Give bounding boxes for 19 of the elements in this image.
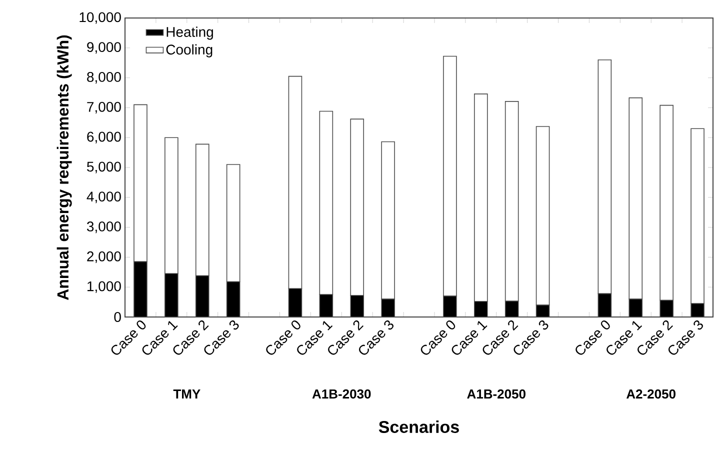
y-tick-label: 10,000 — [80, 12, 121, 24]
y-tick-label: 9,000 — [87, 42, 121, 54]
text: TMY — [173, 390, 200, 398]
y-tick-label: 7,000 — [87, 102, 121, 114]
text: A2-2050 — [626, 389, 676, 399]
y-tick-label: 8,000 — [87, 72, 121, 84]
y-tick-label: 2,000 — [87, 251, 121, 263]
text: A1B-2050 — [467, 389, 526, 399]
y-axis-title: Annual energy requirements (kWh) — [56, 35, 72, 300]
y-tick-label: 1,000 — [88, 281, 121, 293]
legend-label: Cooling — [166, 44, 212, 58]
y-tick-label: 5,000 — [87, 162, 121, 174]
text: A1B-2030 — [312, 389, 371, 399]
y-tick-label: 4,000 — [86, 192, 121, 204]
y-tick-label: 0 — [114, 312, 121, 322]
y-tick-label: 3,000 — [86, 222, 121, 234]
y-tick-label: 6,000 — [87, 132, 121, 144]
x-axis-title: Scenarios — [378, 420, 459, 434]
legend-label: Heating — [166, 26, 213, 40]
